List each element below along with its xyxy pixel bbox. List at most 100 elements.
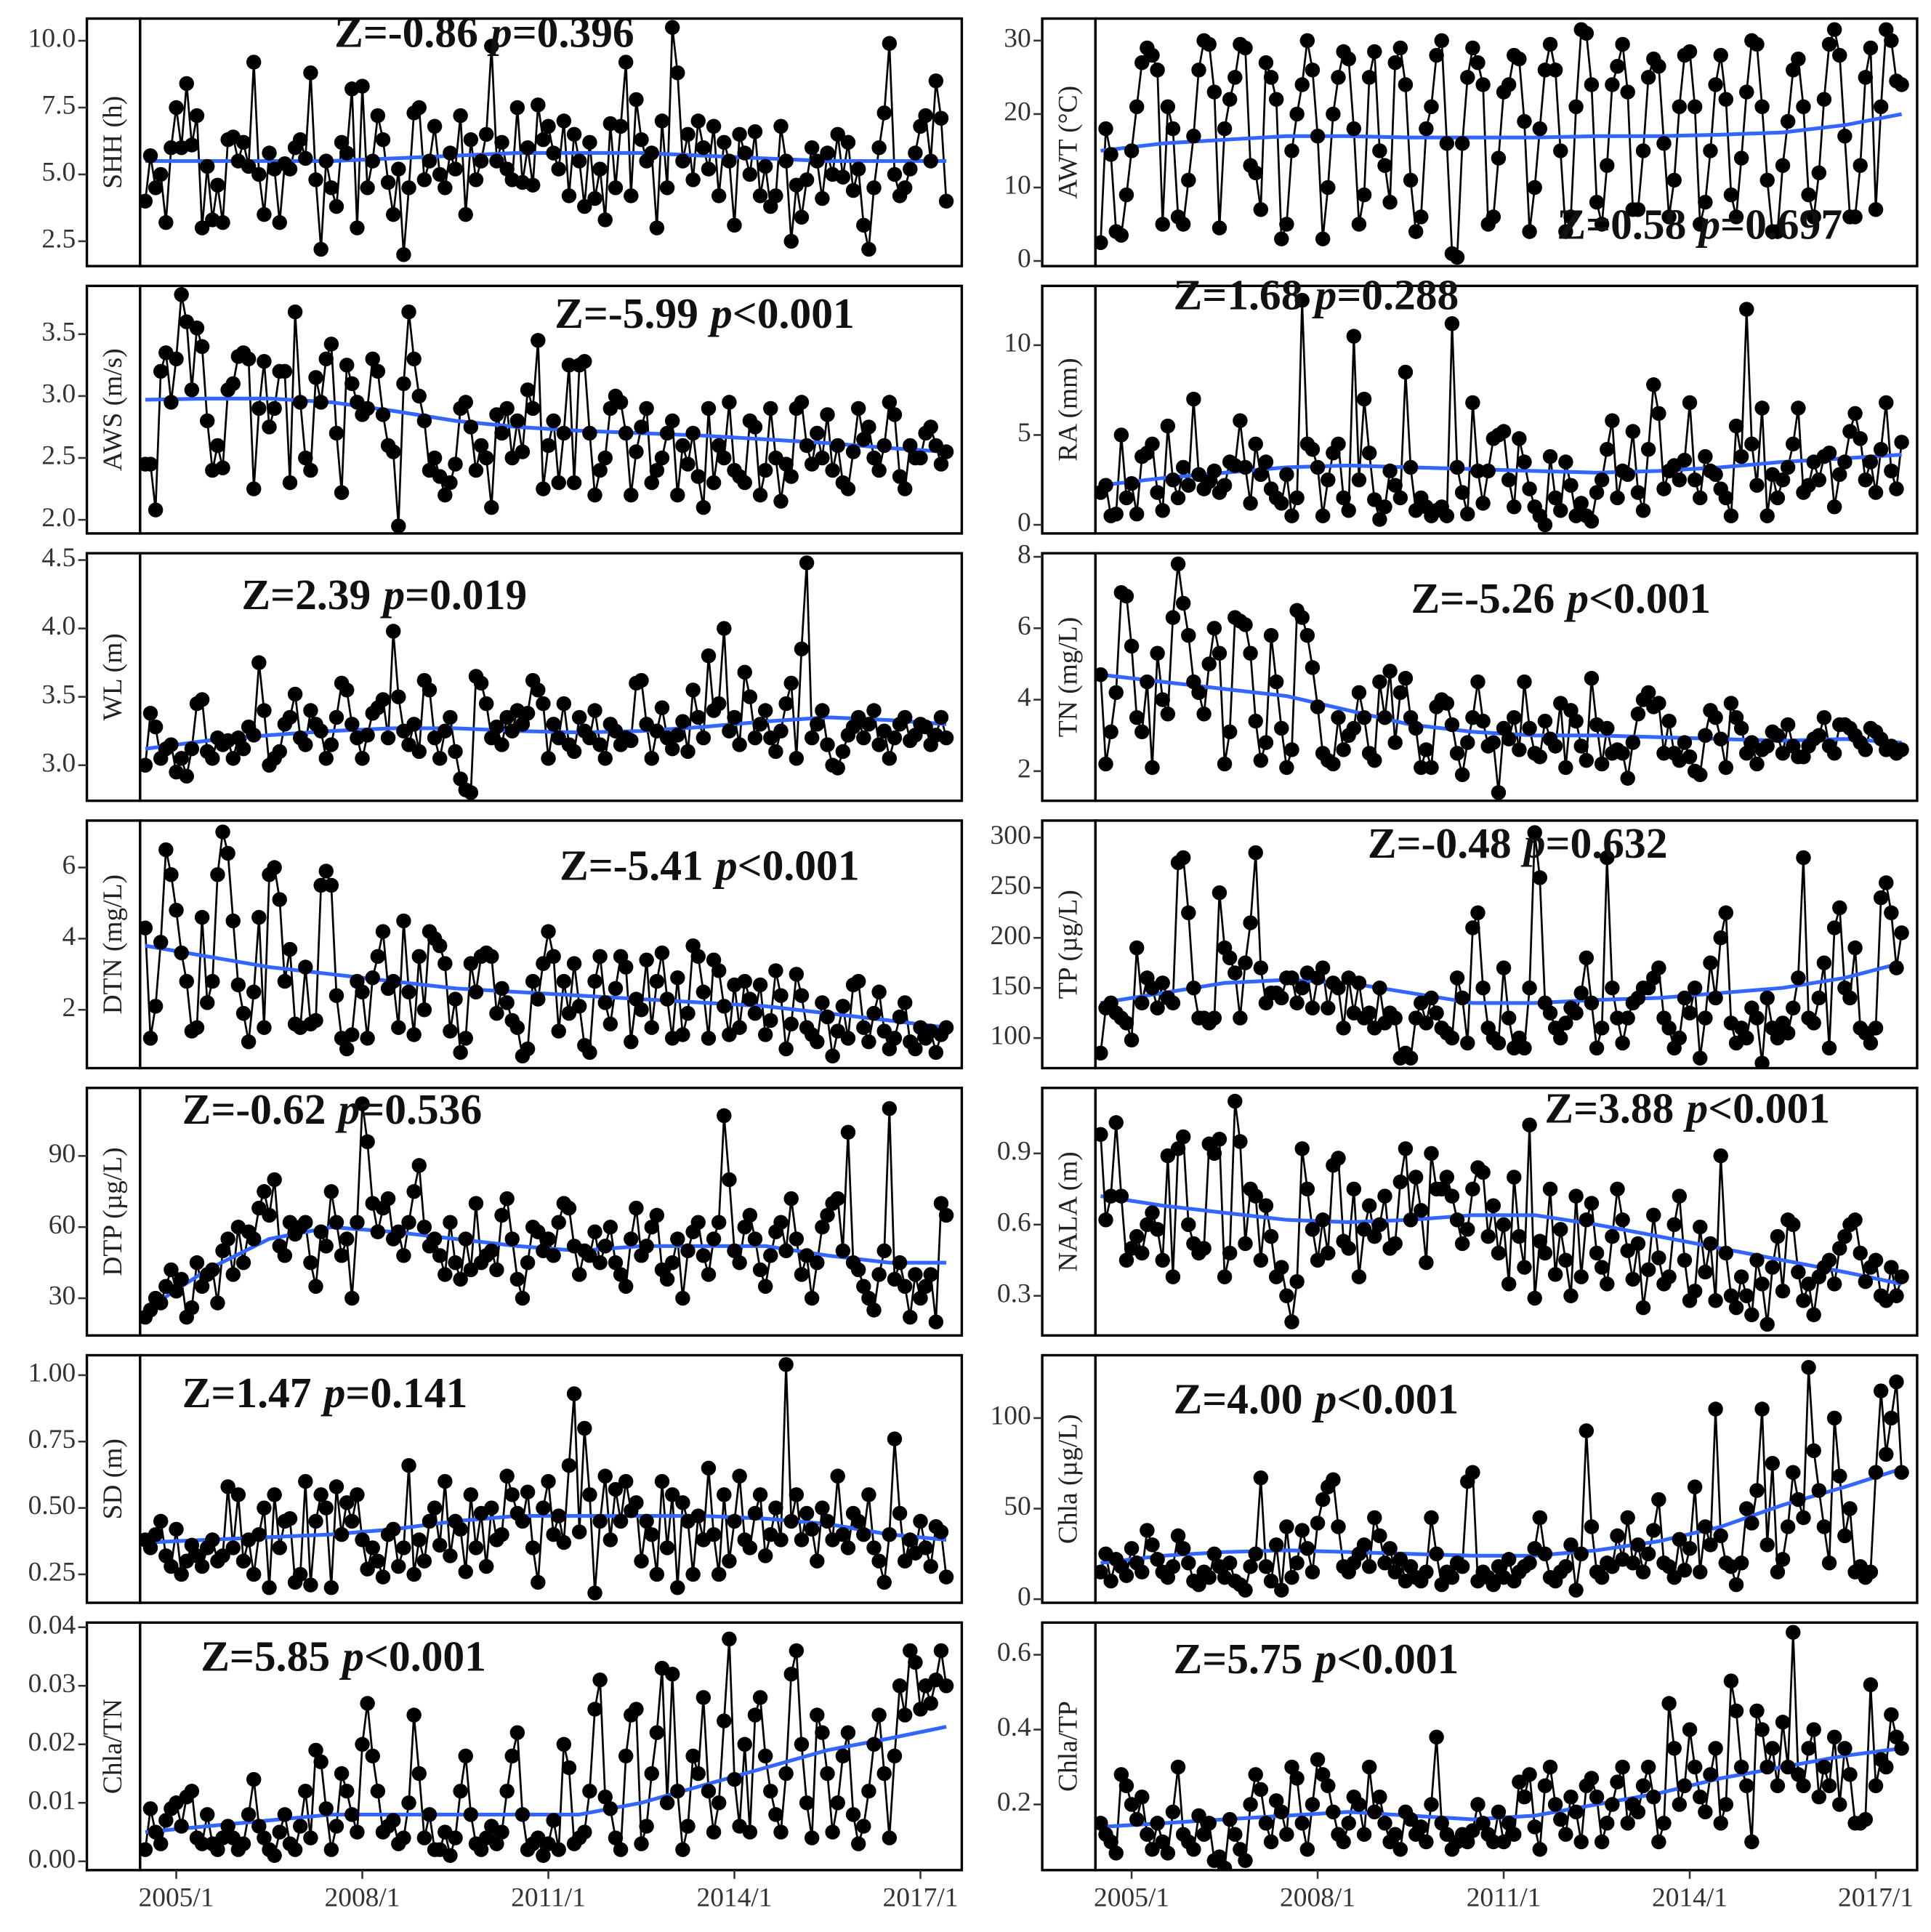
data-point [778,696,794,712]
data-point [1095,235,1108,250]
data-point [1336,1021,1351,1036]
data-point [1382,194,1398,210]
data-point [453,1521,468,1537]
data-point [411,1158,427,1173]
data-point [308,1279,323,1294]
data-point [690,949,706,965]
data-point [1693,217,1708,232]
data-point [1108,1115,1124,1130]
trend-line [1100,1467,1903,1565]
data-point [443,1215,458,1230]
data-point [1863,1564,1879,1579]
z-statistic: Z=1.68 [1174,271,1303,319]
data-point [1754,99,1770,115]
data-point [1315,1212,1331,1228]
data-point [659,1795,675,1811]
data-point [1424,1510,1439,1526]
data-point [205,751,220,766]
data-point [861,1783,876,1799]
data-point [794,395,810,410]
data-point [158,842,174,858]
data-point [1594,217,1610,232]
x-tick-label: 2014/1 [1652,1883,1728,1912]
data-point [1258,1559,1274,1574]
data-point [1744,1307,1759,1323]
data-point [717,621,732,636]
data-point [634,419,649,435]
data-point [1346,1181,1362,1197]
data-point [1672,1188,1688,1204]
data-point [1491,1245,1507,1261]
data-point [850,1513,866,1529]
data-point [1765,1456,1781,1471]
data-point [1165,121,1181,137]
data-point [752,487,768,503]
data-point [453,1271,468,1287]
x-tick-label: 2008/1 [325,1883,400,1912]
data-point [1532,1510,1548,1526]
data-point [892,1678,908,1694]
data-point [1666,172,1682,188]
data-point [1759,1759,1775,1775]
data-point [406,351,422,367]
data-point [257,206,272,222]
data-point [639,952,654,967]
data-point [727,1771,742,1787]
data-point [866,1005,882,1021]
data-point [1414,1819,1429,1835]
data-point [1403,1050,1419,1066]
data-point [1651,1250,1666,1265]
data-point [1377,499,1392,515]
data-point [1584,995,1600,1011]
data-point [148,1526,164,1542]
data-point [1253,1252,1269,1268]
data-point [262,419,277,435]
data-point [711,438,727,454]
data-point [1372,1528,1387,1544]
data-point [1630,1537,1646,1553]
data-point [298,959,313,975]
data-point [277,363,293,379]
data-point [1367,1804,1382,1820]
data-point [685,1566,701,1582]
data-point [509,413,525,429]
data-point [722,723,737,738]
plot-frame [139,552,964,802]
plot-area [1095,292,1909,533]
data-point [861,1290,876,1306]
y-axis-label: NALA (m) [1054,1151,1084,1271]
data-point [1238,459,1253,475]
data-point [184,1783,200,1799]
data-point [458,1031,473,1046]
data-point [1666,1741,1682,1756]
data-point [1305,1797,1321,1812]
y-tick-label: 5.0 [41,158,76,188]
data-point [1201,656,1217,672]
data-point [494,425,509,441]
data-point [1605,1559,1620,1574]
data-point [1651,1834,1666,1850]
data-point [1233,1134,1248,1149]
data-point [1573,985,1589,1001]
data-point [499,1783,515,1799]
data-point [815,190,830,206]
data-point [1305,1000,1321,1015]
data-point [1465,395,1480,411]
data-point [928,1314,944,1329]
data-point [1284,1569,1299,1585]
data-point [1496,1834,1512,1850]
data-point [1522,224,1537,239]
data-point [199,158,215,174]
data-point [1227,1827,1243,1842]
data-point [1414,209,1429,225]
y-tick-label: 8 [1017,540,1031,570]
data-point [215,1548,230,1563]
y-tick-label: 0.9 [997,1136,1031,1166]
data-point [696,984,711,999]
data-point [810,153,825,169]
data-point [1775,1715,1791,1730]
data-point [1253,202,1269,217]
data-point [1786,1625,1801,1640]
data-point [1095,1045,1108,1061]
data-point [323,337,339,352]
